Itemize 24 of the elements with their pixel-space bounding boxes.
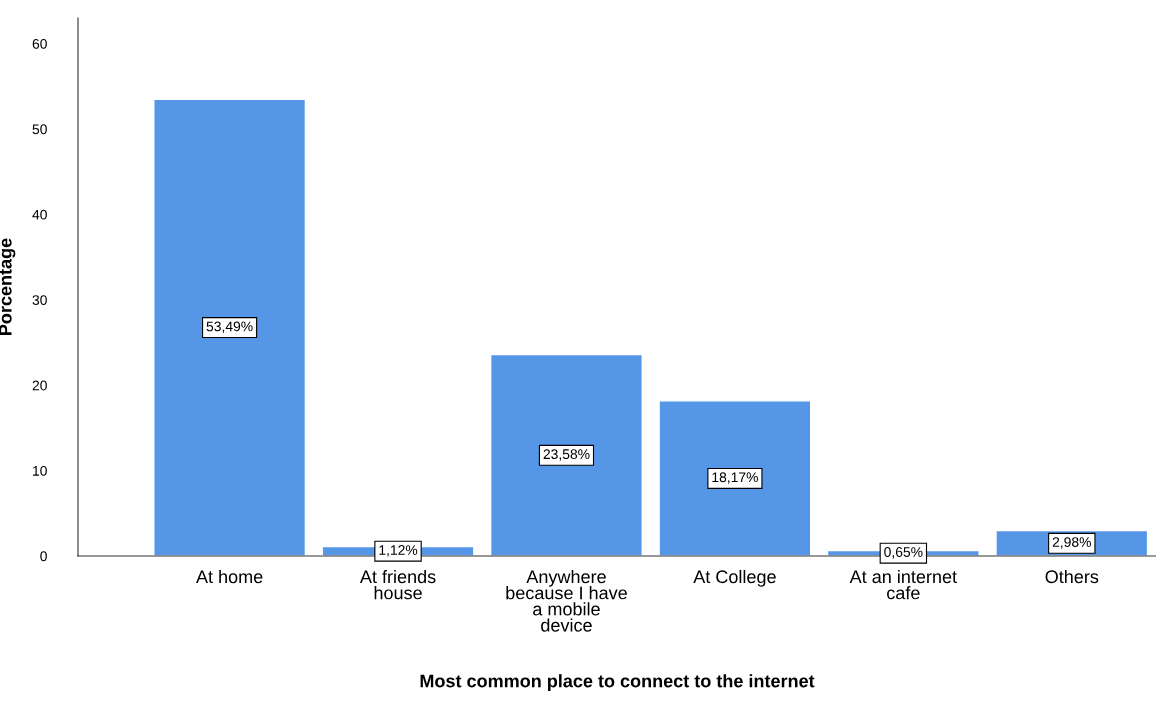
bar: [658, 400, 812, 556]
y-tick-label: 40: [32, 209, 47, 220]
data-label: 18,17%: [712, 472, 758, 484]
y-tick-label: 50: [32, 124, 47, 135]
x-tick-label: At home: [196, 569, 263, 584]
y-tick-label: 30: [32, 295, 47, 305]
x-axis-title: Most common place to connect to the internet: [420, 674, 815, 691]
x-tick-label: At College: [693, 569, 776, 587]
x-tick-label: At friends house: [359, 569, 436, 600]
bar: [153, 98, 307, 556]
y-tick-label: 0: [40, 551, 47, 562]
x-tick-label: Others: [1045, 569, 1099, 584]
bar: [489, 353, 643, 556]
y-axis-title: Porcentage: [0, 238, 16, 335]
data-label: 2,98%: [1052, 537, 1091, 549]
y-tick-label: 10: [33, 465, 47, 476]
data-label: 23,58%: [543, 449, 590, 461]
data-label: 0,65%: [884, 547, 923, 559]
y-tick-label: 60: [32, 38, 47, 49]
x-tick-label: Anywhere because I have a mobile device: [506, 569, 627, 632]
data-label: 53,49%: [206, 321, 253, 333]
x-tick-label: At an internet cafe: [849, 569, 957, 600]
y-tick-label: 20: [32, 380, 47, 391]
data-label: 1,12%: [379, 545, 418, 557]
